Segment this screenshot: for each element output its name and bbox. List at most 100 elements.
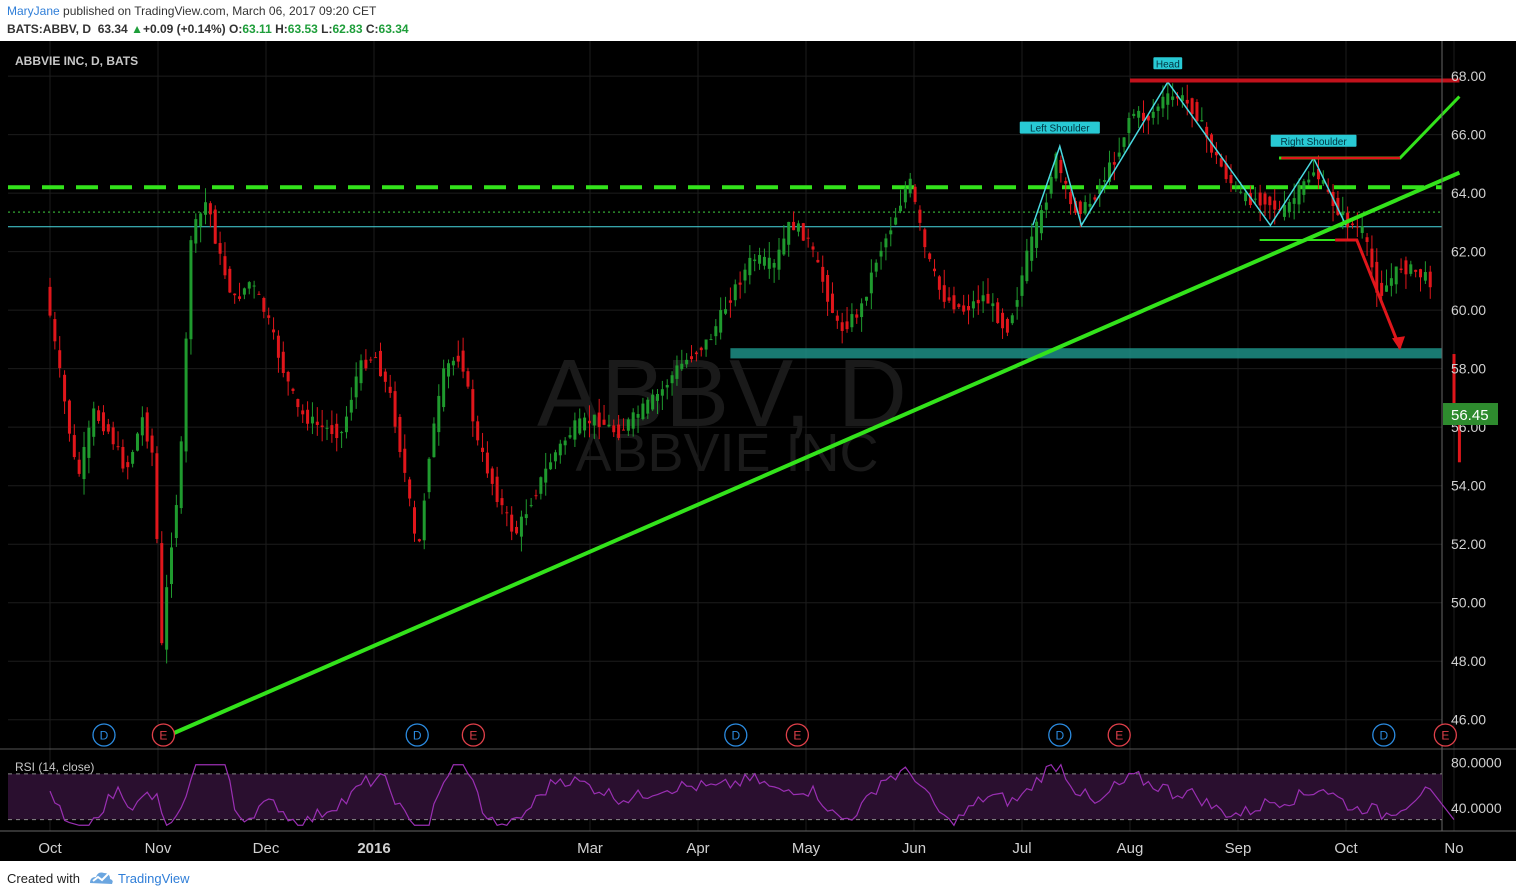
candle-down — [1001, 312, 1005, 329]
candle-up — [860, 303, 864, 318]
candle-up — [1423, 272, 1427, 281]
candle-up — [796, 223, 800, 232]
candle-down — [155, 453, 159, 539]
candle-up — [1039, 210, 1043, 234]
event-label: E — [1441, 729, 1449, 743]
candle-down — [913, 186, 917, 202]
price-tick-label: 46.00 — [1451, 712, 1486, 728]
time-tick-label: Nov — [145, 840, 172, 857]
candle-down — [272, 329, 276, 333]
candle-up — [1010, 315, 1014, 324]
candle-up — [1253, 198, 1257, 200]
candle-down — [923, 229, 927, 248]
candle-down — [792, 221, 796, 231]
candle-up — [568, 435, 572, 438]
time-tick-label: May — [792, 840, 821, 857]
earnings-event-icon[interactable] — [461, 723, 486, 747]
dividend-event-icon[interactable] — [1048, 723, 1072, 747]
price-tick-label: 60.00 — [1451, 302, 1486, 318]
candle-down — [587, 420, 591, 424]
candle-up — [636, 414, 640, 418]
candle-down — [495, 476, 499, 503]
price-tick-label: 68.00 — [1451, 68, 1486, 84]
candle-up — [1107, 162, 1111, 182]
candle-up — [242, 288, 246, 295]
event-label: D — [1379, 729, 1388, 743]
candle-down — [369, 359, 373, 361]
event-label: D — [100, 729, 109, 743]
candle-down — [1258, 192, 1262, 206]
candle-down — [383, 371, 387, 382]
candle-up — [544, 468, 548, 483]
candle-up — [1171, 96, 1175, 100]
candle-down — [738, 282, 742, 285]
dividend-event-icon[interactable] — [92, 723, 116, 747]
candle-up — [782, 238, 786, 255]
time-axis[interactable]: Oct Nov Dec 2016 Mar Apr May Jun Jul Aug Sep Oct No — [38, 840, 1463, 857]
candle-down — [597, 412, 601, 428]
earnings-event-icon[interactable] — [151, 723, 176, 747]
price-tick-label: 64.00 — [1451, 185, 1486, 201]
candle-up — [685, 359, 689, 365]
candle-up — [140, 417, 144, 436]
dividend-event-icon[interactable] — [724, 723, 748, 747]
support-band — [730, 348, 1442, 359]
tradingview-link[interactable]: TradingView — [118, 871, 190, 886]
candle-down — [996, 302, 1000, 323]
tradingview-logo-icon[interactable] — [88, 868, 114, 888]
candle-down — [952, 295, 956, 310]
candle-down — [417, 539, 421, 542]
rsi-tick-label: 80.0000 — [1451, 754, 1502, 770]
candle-up — [991, 303, 995, 307]
chart-frame[interactable]: ABBV, D ABBVIE INC Head Left Shoulder Righ… — [0, 41, 1516, 861]
candle-down — [63, 374, 67, 402]
price-tick-label: 48.00 — [1451, 653, 1486, 669]
dividend-event-icon[interactable] — [1372, 723, 1396, 747]
candle-up — [1054, 153, 1058, 179]
candle-down — [1316, 168, 1320, 180]
close-value: 63.34 — [378, 22, 409, 36]
price-axis[interactable]: 68.0066.0064.0062.0060.0058.0056.0054.00… — [1441, 41, 1498, 831]
created-with-text: Created with — [7, 871, 80, 886]
candle-up — [869, 272, 873, 294]
candle-down — [1399, 268, 1403, 271]
candle-up — [777, 249, 781, 270]
rsi-pane: 80.0000 40.0000 — [8, 754, 1502, 827]
candle-down — [1414, 269, 1418, 272]
time-tick-label: Oct — [38, 840, 62, 857]
candle-down — [213, 209, 217, 244]
author-link[interactable]: MaryJane — [7, 4, 60, 18]
candle-down — [97, 410, 101, 421]
candle-up — [903, 188, 907, 203]
candle-down — [728, 300, 732, 303]
candle-up — [184, 338, 188, 452]
earnings-event-icon[interactable] — [1107, 723, 1131, 747]
candle-up — [310, 416, 314, 424]
dividend-event-icon[interactable] — [405, 723, 429, 747]
candle-up — [1044, 202, 1048, 210]
earnings-event-icon[interactable] — [1433, 723, 1458, 747]
candle-down — [286, 371, 290, 382]
candle-down — [58, 350, 62, 369]
candle-down — [378, 350, 382, 377]
candle-down — [150, 435, 154, 453]
price-tick-label: 58.00 — [1451, 361, 1486, 377]
candle-up — [704, 339, 708, 350]
candle-down — [1336, 197, 1340, 215]
price-chart[interactable]: ABBV, D ABBVIE INC Head Left Shoulder Righ… — [0, 41, 1516, 861]
candle-down — [1404, 260, 1408, 275]
candle-down — [296, 399, 300, 408]
candle-up — [1035, 221, 1039, 248]
price-tick-label: 66.00 — [1451, 127, 1486, 143]
earnings-event-icon[interactable] — [785, 723, 810, 747]
candle-up — [349, 399, 353, 413]
candle-up — [772, 262, 776, 268]
candle-down — [208, 203, 212, 215]
candle-up — [199, 213, 203, 227]
candle-up — [1098, 185, 1102, 194]
event-label: E — [793, 729, 801, 743]
candle-up — [247, 282, 251, 289]
time-tick-label: Oct — [1334, 840, 1358, 857]
candle-down — [1355, 226, 1359, 228]
candle-down — [101, 412, 105, 432]
